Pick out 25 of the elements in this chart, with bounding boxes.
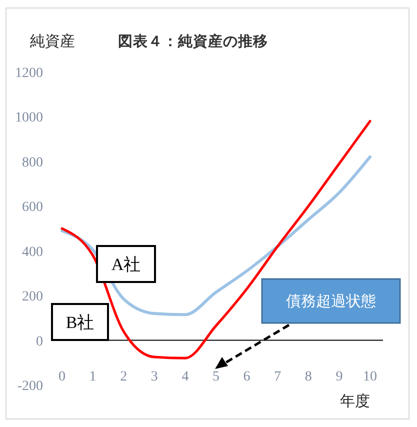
y-tick-label: 1000 — [15, 110, 43, 126]
x-tick-label: 1 — [89, 369, 96, 384]
x-tick-label: 0 — [58, 369, 66, 384]
x-tick-label: 2 — [120, 369, 128, 384]
y-tick-label: -200 — [17, 379, 43, 394]
series-label: B社 — [66, 313, 94, 332]
y-tick-label: 200 — [22, 290, 43, 305]
annotation: 債務超過状態 — [286, 292, 376, 310]
x-tick-label: 4 — [182, 369, 189, 384]
chart-title: 図表４：純資産の推移 — [118, 32, 268, 50]
y-tick-label: 400 — [22, 244, 43, 260]
series-label: A社 — [111, 255, 141, 274]
x-tick-label: 9 — [336, 369, 343, 384]
x-tick-label: 6 — [243, 369, 250, 384]
y-tick-label: 1200 — [15, 66, 43, 81]
y-tick-label: 0 — [36, 334, 43, 350]
y-tick-label: 800 — [22, 155, 43, 170]
x-tick-label: 8 — [304, 369, 312, 384]
y-axis-title: 純資産 — [30, 32, 75, 50]
x-axis-title: 年度 — [340, 392, 370, 410]
x-tick-label: 7 — [274, 369, 282, 384]
y-tick-label: 600 — [22, 200, 43, 216]
x-tick-label: 5 — [212, 369, 220, 384]
x-tick-label: 3 — [150, 369, 158, 384]
x-tick-label: 10 — [363, 369, 377, 384]
